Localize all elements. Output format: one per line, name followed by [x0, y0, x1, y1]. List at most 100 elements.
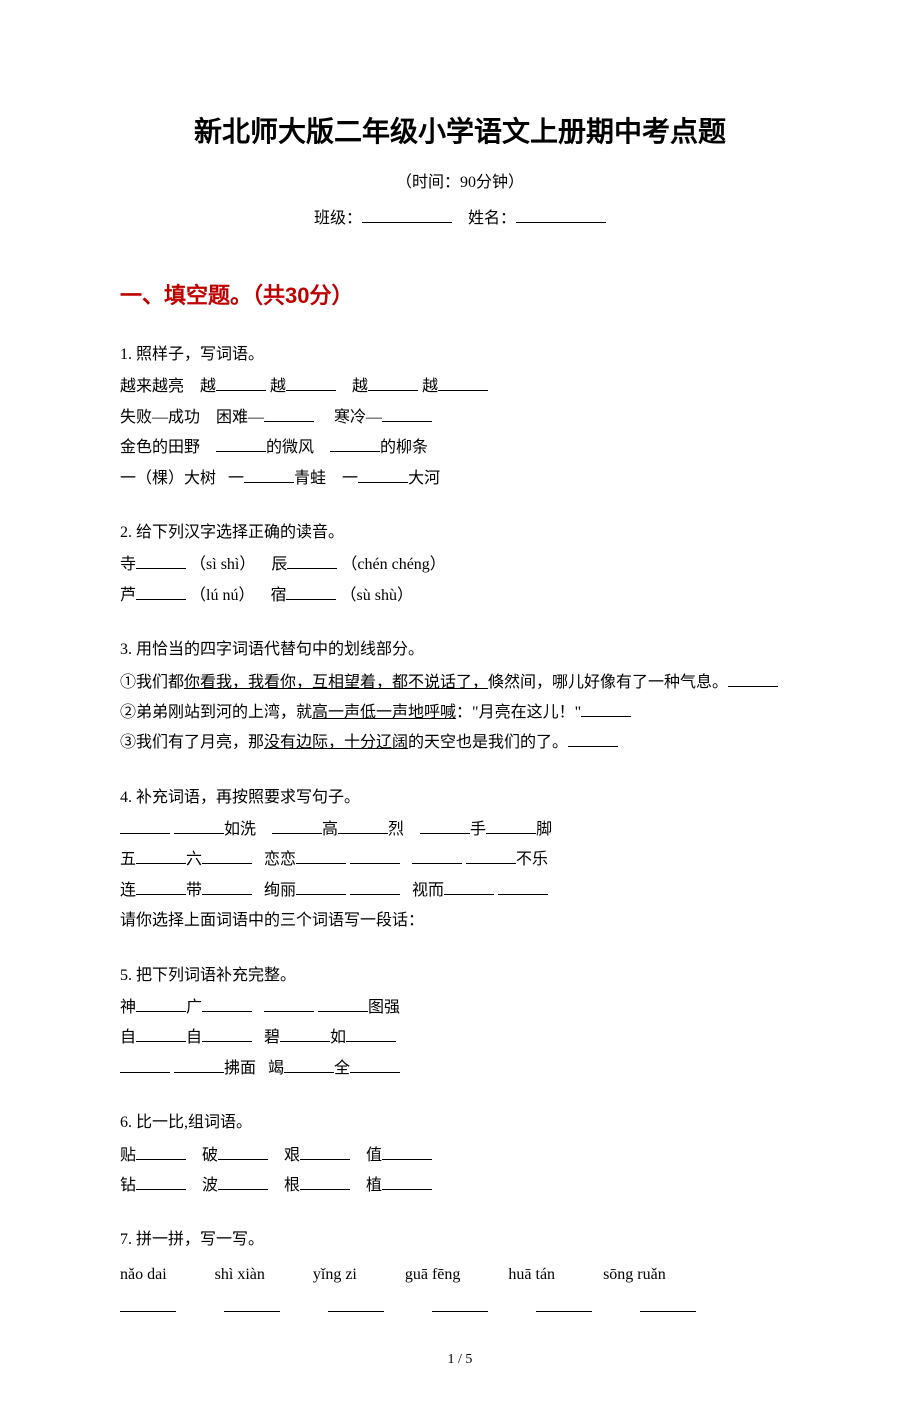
fill-blank[interactable] — [338, 818, 388, 834]
text: 竭 — [268, 1060, 284, 1077]
text: 倏然间，哪儿好像有了一种气息。 — [488, 674, 728, 691]
fill-blank[interactable] — [328, 1296, 384, 1312]
q4-line1: 如洗 高烈 手脚 — [120, 815, 800, 845]
pinyin-choice: （sù shù） — [340, 587, 412, 604]
fill-blank[interactable] — [174, 818, 224, 834]
q5-title: 5. 把下列词语补充完整。 — [120, 961, 800, 991]
fill-blank[interactable] — [581, 701, 631, 717]
fill-blank[interactable] — [444, 879, 494, 895]
char: 值 — [366, 1147, 382, 1164]
fill-blank[interactable] — [264, 406, 314, 422]
text: 拂面 — [224, 1060, 256, 1077]
text: 六 — [186, 851, 202, 868]
fill-blank[interactable] — [728, 671, 778, 687]
fill-blank[interactable] — [136, 553, 186, 569]
fill-blank[interactable] — [136, 996, 186, 1012]
fill-blank[interactable] — [486, 818, 536, 834]
q5-line2: 自自 碧如 — [120, 1023, 800, 1053]
fill-blank[interactable] — [536, 1296, 592, 1312]
char: 辰 — [271, 556, 287, 573]
fill-blank[interactable] — [136, 848, 186, 864]
fill-blank[interactable] — [136, 1174, 186, 1190]
fill-blank[interactable] — [382, 1174, 432, 1190]
fill-blank[interactable] — [382, 406, 432, 422]
underlined-text: 高一声低一声地呼喊 — [312, 704, 456, 721]
fill-blank[interactable] — [346, 1026, 396, 1042]
pinyin-choice: （lú nú） — [190, 587, 254, 604]
fill-blank[interactable] — [350, 879, 400, 895]
fill-blank[interactable] — [136, 1026, 186, 1042]
fill-blank[interactable] — [466, 848, 516, 864]
fill-blank[interactable] — [272, 818, 322, 834]
fill-blank[interactable] — [287, 553, 337, 569]
fill-blank[interactable] — [218, 1144, 268, 1160]
fill-blank[interactable] — [216, 375, 266, 391]
fill-blank[interactable] — [300, 1174, 350, 1190]
fill-blank[interactable] — [296, 879, 346, 895]
q3-title: 3. 用恰当的四字词语代替句中的划线部分。 — [120, 635, 800, 665]
q5-line3: 拂面 竭全 — [120, 1054, 800, 1084]
fill-blank[interactable] — [296, 848, 346, 864]
fill-blank[interactable] — [318, 996, 368, 1012]
fill-blank[interactable] — [136, 1144, 186, 1160]
fill-blank[interactable] — [202, 879, 252, 895]
fill-blank[interactable] — [358, 467, 408, 483]
fill-blank[interactable] — [202, 1026, 252, 1042]
fill-blank[interactable] — [432, 1296, 488, 1312]
question-2: 2. 给下列汉字选择正确的读音。 寺 （sì shì） 辰 （chén chén… — [120, 518, 800, 611]
fill-blank[interactable] — [382, 1144, 432, 1160]
fill-blank[interactable] — [412, 848, 462, 864]
fill-blank[interactable] — [280, 1026, 330, 1042]
fill-blank[interactable] — [438, 375, 488, 391]
fill-blank[interactable] — [174, 1057, 224, 1073]
fill-blank[interactable] — [202, 848, 252, 864]
class-blank[interactable] — [362, 207, 452, 223]
fill-blank[interactable] — [420, 818, 470, 834]
question-7: 7. 拼一拼，写一写。 nǎo dai shì xiàn yǐng zi guā… — [120, 1225, 800, 1312]
fill-blank[interactable] — [120, 818, 170, 834]
pinyin: yǐng zi — [313, 1260, 357, 1290]
text: 越 — [270, 378, 286, 395]
fill-blank[interactable] — [216, 436, 266, 452]
q4-line2: 五六 恋恋 不乐 — [120, 845, 800, 875]
fill-blank[interactable] — [120, 1057, 170, 1073]
fill-blank[interactable] — [136, 584, 186, 600]
fill-blank[interactable] — [120, 1296, 176, 1312]
fill-blank[interactable] — [568, 731, 618, 747]
fill-blank[interactable] — [202, 996, 252, 1012]
char: 寺 — [120, 556, 136, 573]
fill-blank[interactable] — [300, 1144, 350, 1160]
text: 神 — [120, 999, 136, 1016]
q7-blank-row — [120, 1296, 800, 1312]
fill-blank[interactable] — [284, 1057, 334, 1073]
name-blank[interactable] — [516, 207, 606, 223]
text: 带 — [186, 882, 202, 899]
fill-blank[interactable] — [286, 584, 336, 600]
text: 一 — [228, 470, 244, 487]
question-5: 5. 把下列词语补充完整。 神广 图强 自自 碧如 拂面 竭全 — [120, 961, 800, 1085]
text: ："月亮在这儿！" — [456, 704, 581, 721]
text: 的柳条 — [380, 439, 428, 456]
fill-blank[interactable] — [350, 1057, 400, 1073]
fill-blank[interactable] — [218, 1174, 268, 1190]
text: 一 — [342, 470, 358, 487]
q3-line3: ③我们有了月亮，那没有边际，十分辽阔的天空也是我们的了。 — [120, 728, 800, 758]
page-title: 新北师大版二年级小学语文上册期中考点题 — [120, 110, 800, 150]
fill-blank[interactable] — [330, 436, 380, 452]
fill-blank[interactable] — [368, 375, 418, 391]
underlined-text: 你看我，我看你，互相望着，都不说话了， — [184, 674, 488, 691]
fill-blank[interactable] — [264, 996, 314, 1012]
fill-blank[interactable] — [350, 848, 400, 864]
fill-blank[interactable] — [286, 375, 336, 391]
fill-blank[interactable] — [640, 1296, 696, 1312]
fill-blank[interactable] — [498, 879, 548, 895]
text: 自 — [120, 1029, 136, 1046]
char: 破 — [202, 1147, 218, 1164]
text: 越 — [422, 378, 438, 395]
student-info-line: 班级： 姓名： — [120, 204, 800, 228]
fill-blank[interactable] — [244, 467, 294, 483]
fill-blank[interactable] — [224, 1296, 280, 1312]
fill-blank[interactable] — [136, 879, 186, 895]
q3-line2: ②弟弟刚站到河的上湾，就高一声低一声地呼喊："月亮在这儿！" — [120, 698, 800, 728]
question-3: 3. 用恰当的四字词语代替句中的划线部分。 ①我们都你看我，我看你，互相望着，都… — [120, 635, 800, 759]
